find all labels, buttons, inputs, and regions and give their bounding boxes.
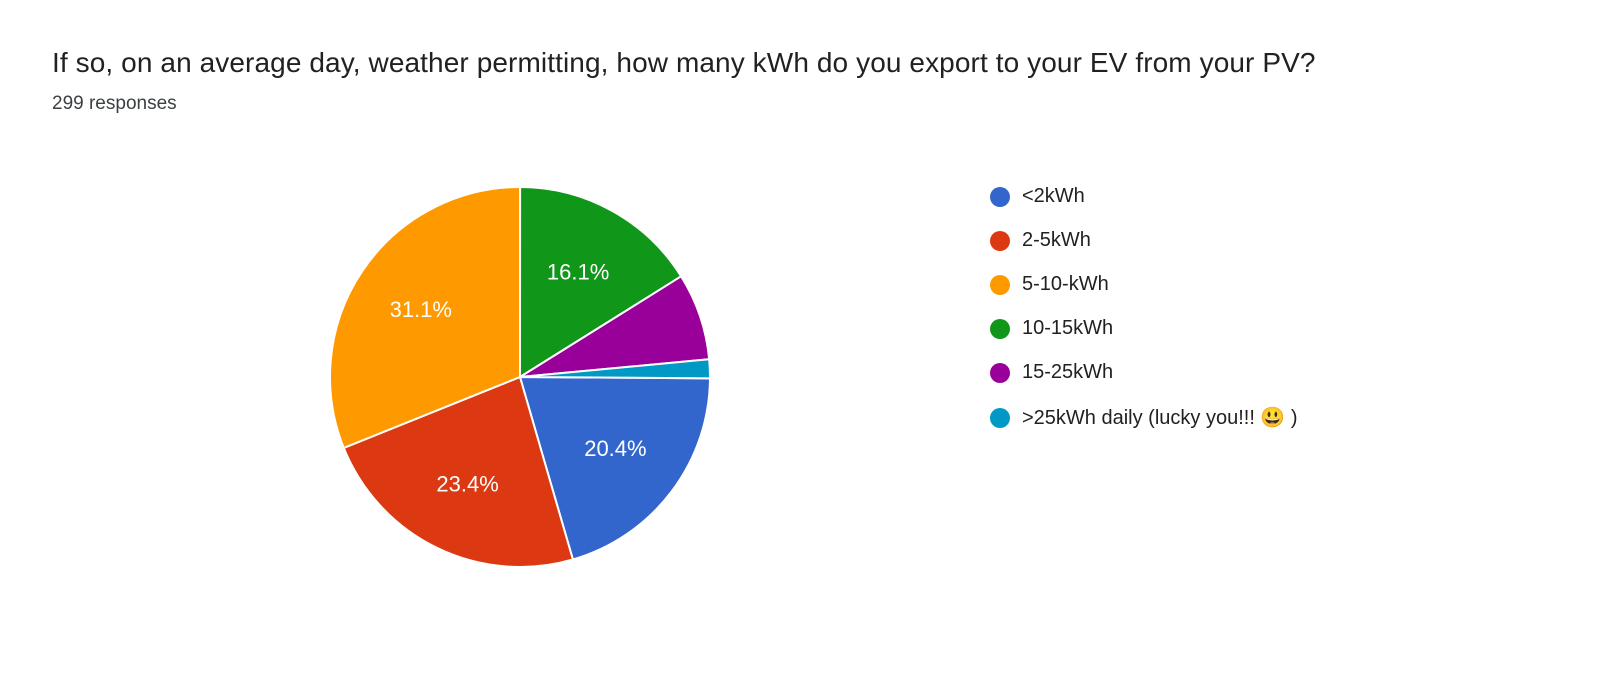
- legend-item: 10-15kWh: [990, 317, 1298, 340]
- legend-item: 2-5kWh: [990, 229, 1298, 252]
- legend-item: >25kWh daily (lucky you!!! 😃 ): [990, 405, 1298, 430]
- pie-chart: 20.4% 23.4% 31.1% 16.1%: [320, 177, 720, 577]
- legend-swatch: [990, 274, 1010, 295]
- pie-slice-label-0: 20.4%: [584, 436, 646, 461]
- legend-swatch: [990, 186, 1010, 207]
- pie-slice-1[interactable]: [342, 375, 575, 568]
- pie-slice-3[interactable]: [518, 185, 683, 379]
- legend-label: 2-5kWh: [1022, 229, 1091, 251]
- legend-swatch: [990, 230, 1010, 251]
- pie-slice-5[interactable]: [519, 358, 712, 380]
- legend: <2kWh 2-5kWh 5-10-kWh 10-15kWh 15-25kWh >25kW…: [990, 177, 1298, 451]
- pie-slice-2[interactable]: [329, 185, 522, 450]
- legend-swatch: [990, 318, 1010, 339]
- question-title: If so, on an average day, weather permit…: [52, 47, 1316, 78]
- legend-swatch: [990, 362, 1010, 383]
- pie-slice-label-1: 23.4%: [436, 472, 498, 497]
- responses-count: 299 responses: [52, 93, 177, 114]
- pie-slice-label-2: 31.1%: [390, 297, 452, 322]
- pie-slice-0[interactable]: [518, 375, 712, 561]
- pie-slice-label-3: 16.1%: [547, 259, 609, 284]
- legend-label: <2kWh: [1022, 185, 1085, 207]
- legend-label: 10-15kWh: [1022, 317, 1114, 339]
- pie-chart-svg: 20.4% 23.4% 31.1% 16.1%: [329, 185, 712, 568]
- legend-label: >25kWh daily (lucky you!!! 😃 ): [1022, 407, 1298, 429]
- form-response-summary: If so, on an average day, weather permit…: [52, 47, 1548, 577]
- chart-area: 20.4% 23.4% 31.1% 16.1% <2kWh 2-5kWh 5-10-kWh…: [52, 177, 1548, 577]
- legend-item: <2kWh: [990, 185, 1298, 208]
- legend-item: 15-25kWh: [990, 361, 1298, 384]
- legend-label: 15-25kWh: [1022, 361, 1114, 383]
- legend-swatch: [990, 407, 1010, 428]
- legend-item: 5-10-kWh: [990, 273, 1298, 296]
- legend-label: 5-10-kWh: [1022, 273, 1109, 295]
